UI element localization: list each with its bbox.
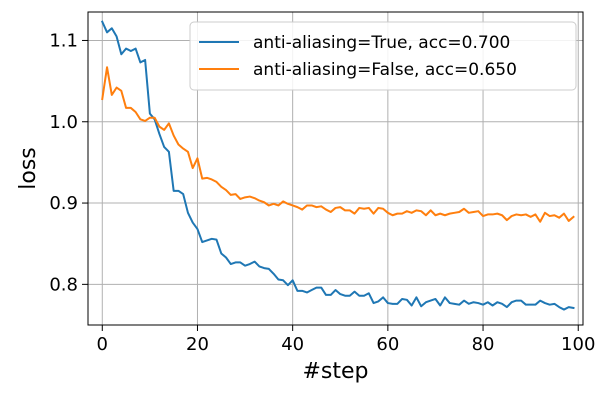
x-tick-label: 80 bbox=[472, 334, 495, 355]
x-axis-label: #step bbox=[302, 359, 368, 384]
legend-box bbox=[189, 21, 577, 91]
x-tick-label: 60 bbox=[376, 334, 399, 355]
x-tick-label: 100 bbox=[561, 334, 595, 355]
y-tick-label: 0.9 bbox=[49, 193, 78, 214]
x-axis: 0 20 40 60 80 100 bbox=[97, 325, 595, 355]
y-axis-label: loss bbox=[16, 147, 41, 190]
series-layer bbox=[100, 20, 575, 311]
x-tick-label: 0 bbox=[97, 334, 108, 355]
x-tick-label: 40 bbox=[281, 334, 304, 355]
series-line-1 bbox=[101, 66, 575, 223]
y-axis: 0.8 0.9 1.0 1.1 bbox=[49, 30, 88, 295]
series-line-0 bbox=[100, 20, 575, 311]
legend-label-0: anti-aliasing=True, acc=0.700 bbox=[253, 33, 510, 53]
y-tick-label: 1.1 bbox=[49, 30, 78, 51]
x-tick-label: 20 bbox=[186, 334, 209, 355]
y-tick-label: 0.8 bbox=[49, 274, 78, 295]
legend-label-1: anti-aliasing=False, acc=0.650 bbox=[253, 60, 517, 80]
legend: anti-aliasing=True, acc=0.700 anti-aliasi… bbox=[189, 21, 577, 91]
plot-frame bbox=[87, 11, 584, 326]
y-tick-label: 1.0 bbox=[49, 112, 78, 133]
